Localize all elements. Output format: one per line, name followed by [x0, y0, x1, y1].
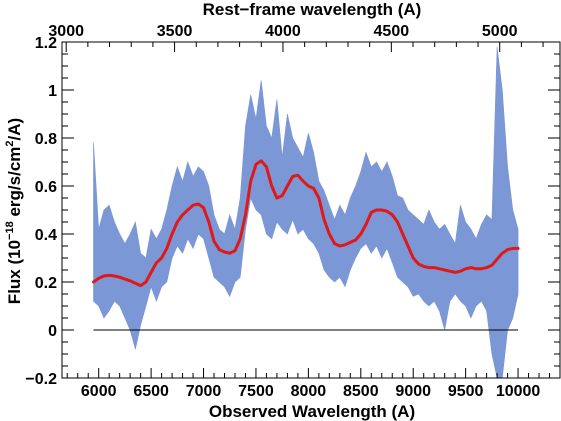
- x-tick-label: 7000: [186, 383, 222, 400]
- y-axis-title-exponent: −18: [4, 221, 16, 240]
- spectrum-band: [93, 46, 519, 379]
- y-tick-label: 0.4: [35, 227, 57, 244]
- y-tick-label: −0.2: [25, 371, 57, 388]
- x-axis-title: Observed Wavelength (A): [209, 402, 415, 421]
- y-axis-title-post: /A): [5, 118, 24, 141]
- y-tick-label: 0.2: [35, 275, 57, 292]
- top-tick-label: 4500: [374, 23, 410, 40]
- x-tick-label: 6000: [81, 383, 117, 400]
- x-tick-label: 8500: [343, 383, 379, 400]
- spectrum-band-layer: [93, 46, 519, 379]
- x-tick-label: 9000: [395, 383, 431, 400]
- x-tick-label: 6500: [133, 383, 169, 400]
- y-tick-label: 0: [48, 323, 57, 340]
- top-tick-label: 3500: [157, 23, 193, 40]
- y-tick-label: 1: [48, 83, 57, 100]
- tick-marks: [62, 41, 561, 379]
- x-tick-label: 9500: [448, 383, 484, 400]
- y-axis-title: Flux (10−18 erg/s/cm2/A): [4, 118, 24, 304]
- top-axis-title: Rest−frame wavelength (A): [203, 0, 422, 19]
- x-tick-label: 8000: [291, 383, 327, 400]
- smoothed-fit-layer: [92, 159, 520, 288]
- y-tick-label: 0.6: [35, 179, 57, 196]
- smoothed-fit-line: [92, 159, 520, 288]
- top-tick-label: 5000: [482, 23, 518, 40]
- tick-labels: 6000 6500 7000 7500 8000 8500 9000 9500 10000 −0.…: [25, 23, 540, 400]
- y-tick-label: 1.2: [35, 35, 57, 52]
- x-tick-label: 10000: [496, 383, 541, 400]
- top-tick-label: 3000: [48, 23, 84, 40]
- y-tick-label: 0.8: [35, 131, 57, 148]
- y-axis-title-exponent-2: 2: [4, 140, 16, 146]
- y-axis-title-mid: erg/s/cm: [5, 147, 24, 222]
- top-tick-label: 4000: [265, 23, 301, 40]
- x-tick-label: 7500: [238, 383, 274, 400]
- y-axis-title-pre: Flux (10: [5, 240, 24, 304]
